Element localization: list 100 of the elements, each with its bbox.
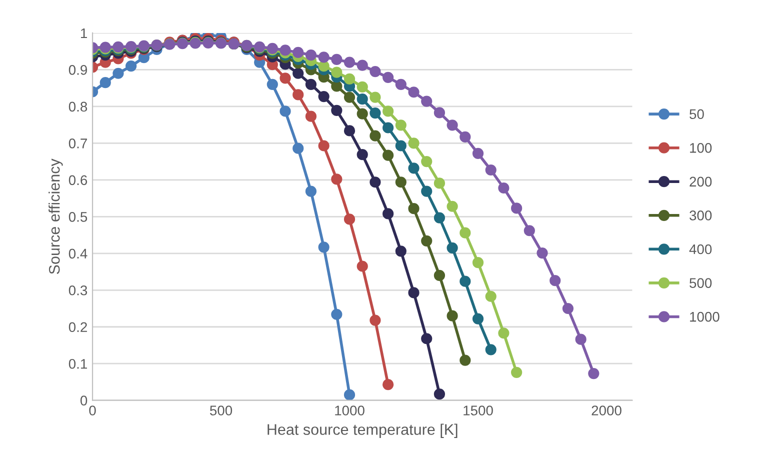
- point: [344, 125, 356, 136]
- point: [395, 140, 406, 152]
- point: [331, 80, 342, 92]
- point: [421, 186, 432, 197]
- y-tick-label: 0.7: [68, 138, 87, 148]
- point: [280, 44, 291, 56]
- point: [460, 354, 471, 366]
- point: [370, 108, 381, 119]
- point: [356, 81, 368, 93]
- point: [331, 66, 342, 78]
- point: [434, 107, 446, 118]
- point: [100, 77, 111, 88]
- legend-label: 500: [690, 278, 712, 288]
- point: [434, 212, 446, 224]
- point: [382, 72, 394, 83]
- point: [344, 389, 356, 400]
- point: [408, 203, 420, 214]
- legend-label: 1000: [690, 312, 720, 322]
- point: [524, 225, 535, 236]
- point: [318, 140, 330, 152]
- point: [511, 366, 522, 378]
- point: [318, 242, 330, 253]
- point: [408, 138, 420, 149]
- point: [485, 164, 496, 176]
- point: [434, 270, 446, 281]
- point: [446, 310, 458, 322]
- point: [305, 186, 317, 197]
- point: [305, 49, 317, 61]
- point: [382, 378, 394, 390]
- point: [472, 257, 484, 268]
- point: [511, 202, 522, 214]
- point: [344, 56, 356, 68]
- point: [292, 68, 304, 79]
- point: [112, 68, 124, 79]
- point: [395, 78, 406, 90]
- point: [562, 302, 574, 314]
- point: [536, 247, 548, 259]
- y-tick-label: 0.3: [68, 285, 88, 296]
- point: [498, 328, 510, 339]
- x-tick-label: 2000: [592, 406, 622, 416]
- legend-label: 200: [690, 176, 712, 187]
- y-tick-label: 0.4: [68, 248, 88, 259]
- legend-label: 400: [689, 244, 712, 254]
- point: [370, 66, 381, 78]
- point: [356, 94, 368, 105]
- legend-label: 300: [690, 210, 712, 220]
- point: [331, 104, 342, 116]
- point: [434, 388, 446, 400]
- point: [421, 156, 432, 168]
- point: [421, 333, 432, 344]
- point: [395, 176, 406, 188]
- point: [344, 92, 356, 103]
- point: [382, 122, 394, 134]
- y-tick-label: 0.1: [68, 358, 87, 369]
- y-tick-label: 0.8: [68, 102, 88, 112]
- point: [280, 106, 291, 117]
- point: [588, 368, 600, 380]
- point: [395, 120, 406, 131]
- point: [370, 130, 381, 142]
- point: [331, 174, 342, 185]
- point: [421, 96, 432, 107]
- point: [485, 344, 496, 356]
- point: [382, 106, 394, 117]
- point: [318, 90, 330, 102]
- point: [408, 86, 420, 98]
- point: [460, 131, 471, 142]
- point: [460, 227, 471, 238]
- point: [408, 162, 420, 174]
- point: [356, 149, 368, 160]
- point: [446, 120, 458, 131]
- point: [318, 60, 330, 72]
- x-tick-label: 1000: [335, 406, 364, 416]
- point: [280, 72, 291, 84]
- point: [331, 308, 342, 320]
- y-tick-label: 0.2: [68, 322, 87, 332]
- point: [370, 176, 381, 188]
- point: [292, 142, 304, 154]
- point: [344, 214, 356, 225]
- point: [344, 73, 356, 84]
- point: [126, 60, 137, 72]
- legend-label: 50: [690, 109, 704, 120]
- legend-label: 100: [690, 142, 712, 153]
- point: [382, 208, 394, 220]
- point: [370, 314, 381, 326]
- point: [575, 334, 586, 345]
- point: [446, 200, 458, 212]
- point: [305, 110, 317, 122]
- point: [472, 148, 484, 160]
- point: [460, 276, 471, 287]
- point: [550, 275, 561, 286]
- point: [370, 92, 381, 103]
- point: [446, 242, 458, 254]
- y-tick-label: 0.6: [68, 175, 88, 186]
- point: [292, 89, 304, 100]
- y-tick-label: 1: [80, 28, 87, 38]
- point: [292, 46, 304, 58]
- point: [356, 108, 368, 120]
- y-tick-label: 0: [80, 396, 88, 406]
- point: [395, 246, 406, 257]
- point: [356, 60, 368, 71]
